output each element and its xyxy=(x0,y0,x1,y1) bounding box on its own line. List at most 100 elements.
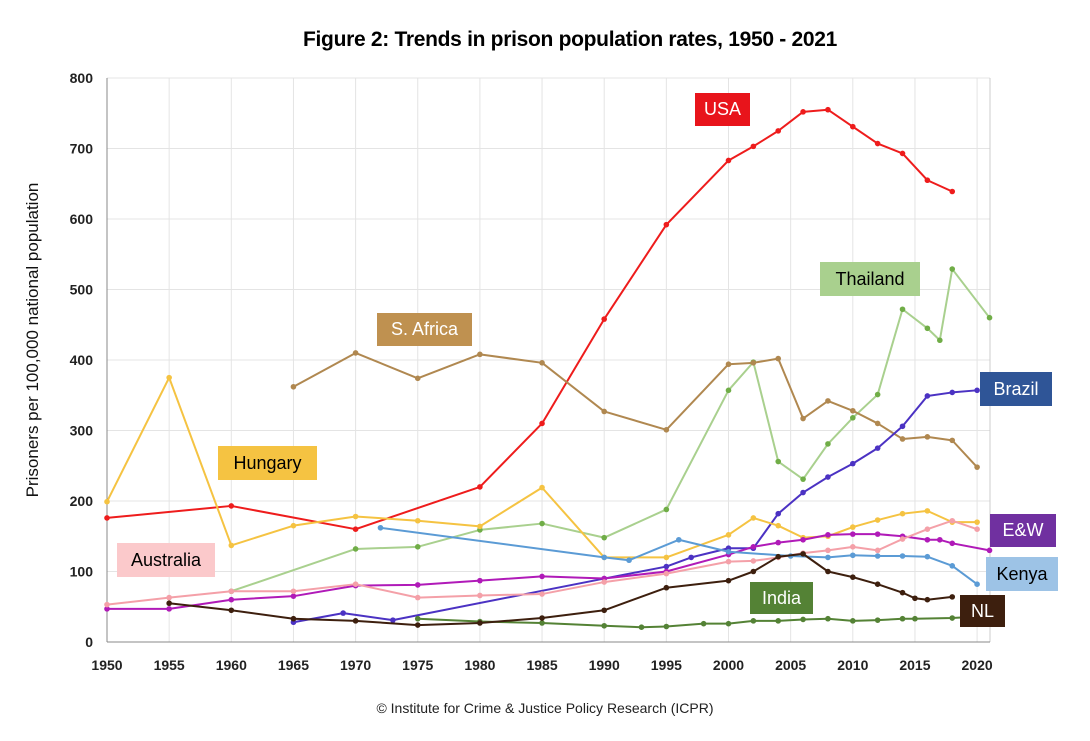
series-label-thailand: Thailand xyxy=(820,262,920,296)
data-point-e-w xyxy=(800,536,806,543)
data-point-australia xyxy=(290,588,297,595)
x-tick-label: 1995 xyxy=(651,657,682,673)
data-point-thailand xyxy=(937,337,943,344)
data-point-s-africa xyxy=(663,426,670,433)
data-point-usa xyxy=(800,109,806,115)
y-tick-label: 700 xyxy=(70,141,94,157)
x-tick-label: 1980 xyxy=(464,657,495,673)
data-point-s-africa xyxy=(974,464,980,470)
data-point-australia xyxy=(850,544,856,550)
data-point-e-w xyxy=(874,531,881,537)
data-point-india xyxy=(850,618,856,624)
y-tick-label: 800 xyxy=(70,70,94,86)
y-tick-label: 100 xyxy=(70,564,94,580)
data-point-e-w xyxy=(290,593,297,599)
data-point-nl xyxy=(414,622,421,628)
data-point-usa xyxy=(477,484,483,490)
data-point-thailand xyxy=(414,544,421,550)
data-point-usa xyxy=(825,106,831,113)
data-point-india xyxy=(899,615,906,622)
data-point-nl xyxy=(800,551,806,557)
data-point-e-w xyxy=(850,531,856,537)
data-point-hungary xyxy=(228,542,235,549)
data-point-nl xyxy=(663,584,670,591)
data-point-thailand xyxy=(949,266,956,272)
data-point-e-w xyxy=(539,573,545,580)
data-point-thailand xyxy=(725,387,732,394)
data-point-usa xyxy=(874,140,881,147)
x-tick-label: 1970 xyxy=(340,657,371,673)
series-line-e-w xyxy=(107,533,990,610)
data-point-india xyxy=(539,620,545,626)
data-point-s-africa xyxy=(800,415,806,422)
data-point-e-w xyxy=(414,582,421,588)
data-point-nl xyxy=(166,600,172,607)
data-point-india xyxy=(638,624,645,630)
series-label-india: India xyxy=(750,582,813,614)
data-point-thailand xyxy=(874,391,881,398)
data-point-s-africa xyxy=(290,383,297,390)
data-point-australia xyxy=(750,558,757,564)
data-point-e-w xyxy=(825,532,831,538)
data-point-s-africa xyxy=(414,375,421,382)
data-point-kenya xyxy=(601,554,607,561)
x-tick-label: 1955 xyxy=(154,657,185,673)
data-point-hungary xyxy=(352,513,359,520)
data-point-hungary xyxy=(477,523,483,530)
data-point-hungary xyxy=(539,484,545,491)
data-point-brazil xyxy=(924,393,931,399)
series-label-s-africa: S. Africa xyxy=(377,313,472,346)
y-tick-label: 400 xyxy=(70,352,94,368)
y-tick-label: 600 xyxy=(70,211,94,227)
data-point-hungary xyxy=(874,517,881,523)
x-tick-label: 2010 xyxy=(837,657,868,673)
data-point-nl xyxy=(825,568,831,575)
series-label-usa: USA xyxy=(695,93,750,126)
data-point-nl xyxy=(601,607,607,614)
data-point-s-africa xyxy=(825,398,831,404)
data-point-e-w xyxy=(750,544,757,550)
data-point-brazil xyxy=(775,510,782,517)
data-point-australia xyxy=(166,594,172,601)
data-point-thailand xyxy=(924,325,931,332)
x-tick-label: 1965 xyxy=(278,657,309,673)
data-point-nl xyxy=(912,595,918,602)
data-point-thailand xyxy=(850,415,856,421)
data-point-australia xyxy=(974,526,980,532)
data-point-nl xyxy=(949,594,956,600)
data-point-thailand xyxy=(663,506,670,513)
data-point-nl xyxy=(775,553,782,560)
data-point-s-africa xyxy=(601,408,607,415)
x-tick-label: 1975 xyxy=(402,657,433,673)
series-label-e-w: E&W xyxy=(990,514,1056,547)
data-point-australia xyxy=(949,517,956,524)
data-point-usa xyxy=(104,515,110,521)
data-point-australia xyxy=(663,570,670,577)
data-point-brazil xyxy=(850,460,856,467)
data-point-nl xyxy=(228,607,235,614)
data-point-usa xyxy=(775,128,782,134)
data-point-s-africa xyxy=(725,361,732,368)
data-point-hungary xyxy=(290,522,297,529)
data-point-hungary xyxy=(750,515,757,521)
series-line-kenya xyxy=(380,526,978,585)
data-point-e-w xyxy=(775,539,782,546)
data-point-hungary xyxy=(850,524,856,530)
data-point-e-w xyxy=(937,536,943,543)
data-point-thailand xyxy=(352,546,359,552)
y-tick-label: 0 xyxy=(85,634,93,650)
data-point-kenya xyxy=(725,548,732,555)
data-point-usa xyxy=(663,221,670,228)
series-label-kenya: Kenya xyxy=(986,557,1058,591)
series-label-brazil: Brazil xyxy=(980,372,1052,406)
data-point-india xyxy=(725,620,732,627)
series-label-hungary: Hungary xyxy=(218,446,317,480)
data-point-kenya xyxy=(924,553,931,560)
data-point-brazil xyxy=(974,387,980,394)
data-point-brazil xyxy=(800,489,806,496)
data-point-thailand xyxy=(800,476,806,482)
series-line-brazil xyxy=(293,389,978,624)
data-point-kenya xyxy=(825,554,831,561)
